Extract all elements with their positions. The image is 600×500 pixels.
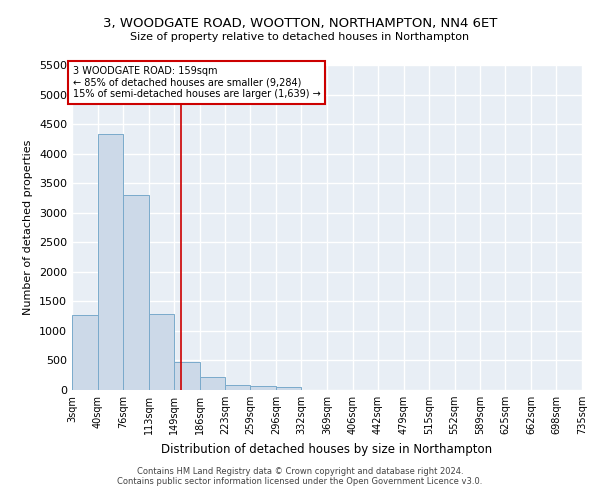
Bar xyxy=(72,315,98,390)
Bar xyxy=(98,134,123,390)
Bar xyxy=(174,362,199,390)
Bar xyxy=(250,386,276,390)
Text: Contains public sector information licensed under the Open Government Licence v3: Contains public sector information licen… xyxy=(118,477,482,486)
Bar xyxy=(225,384,250,390)
Bar xyxy=(199,378,225,390)
Bar xyxy=(123,195,149,390)
Y-axis label: Number of detached properties: Number of detached properties xyxy=(23,140,34,315)
Text: 3 WOODGATE ROAD: 159sqm
← 85% of detached houses are smaller (9,284)
15% of semi: 3 WOODGATE ROAD: 159sqm ← 85% of detache… xyxy=(73,66,320,100)
Text: Contains HM Land Registry data © Crown copyright and database right 2024.: Contains HM Land Registry data © Crown c… xyxy=(137,467,463,476)
Text: Size of property relative to detached houses in Northampton: Size of property relative to detached ho… xyxy=(130,32,470,42)
Bar xyxy=(276,387,301,390)
Text: 3, WOODGATE ROAD, WOOTTON, NORTHAMPTON, NN4 6ET: 3, WOODGATE ROAD, WOOTTON, NORTHAMPTON, … xyxy=(103,18,497,30)
Bar xyxy=(149,314,174,390)
X-axis label: Distribution of detached houses by size in Northampton: Distribution of detached houses by size … xyxy=(161,442,493,456)
